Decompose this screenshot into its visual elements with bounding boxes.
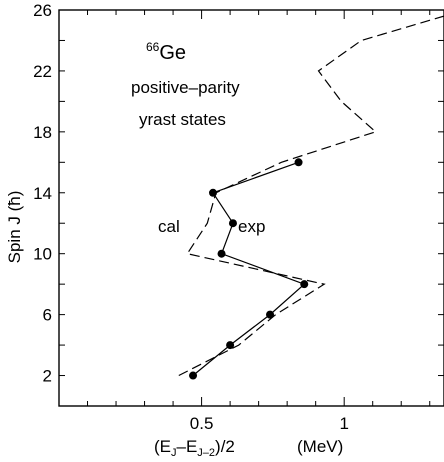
y-tick-label: 22 [33, 62, 52, 81]
x-axis-title: (EJ–EJ–2)/2 [154, 437, 235, 459]
data-point-exp [217, 249, 226, 258]
y-tick-label: 2 [43, 367, 52, 386]
y-tick-label: 18 [33, 123, 52, 142]
plot-frame [58, 9, 444, 407]
data-point-exp [266, 310, 275, 319]
exp-label: exp [238, 217, 265, 236]
nucleus-symbol: Ge [159, 42, 186, 64]
series-line-cal [178, 15, 444, 377]
yrast-label: yrast states [139, 110, 226, 129]
x-axis-unit: (MeV) [297, 437, 343, 456]
nucleus-label: 66Ge [146, 40, 186, 64]
y-tick-label: 14 [33, 184, 52, 203]
series-line-exp [192, 161, 306, 376]
x-tick-label: 1 [339, 414, 348, 433]
y-axis-title: Spin J (ħ) [5, 191, 24, 264]
data-point-exp [189, 371, 198, 380]
nucleus-mass: 66 [146, 40, 160, 54]
axis-ticks [59, 9, 444, 407]
y-tick-label: 10 [33, 245, 52, 264]
y-tick-label: 6 [43, 306, 52, 325]
x-tick-label: 0.5 [190, 414, 214, 433]
data-point-exp [300, 280, 309, 289]
data-point-exp [228, 219, 237, 228]
data-point-exp [294, 158, 303, 167]
y-tick-label: 26 [33, 1, 52, 20]
cal-label: cal [158, 217, 180, 236]
parity-label: positive–parity [131, 78, 240, 97]
series-layer [178, 15, 444, 380]
data-point-exp [226, 341, 235, 350]
